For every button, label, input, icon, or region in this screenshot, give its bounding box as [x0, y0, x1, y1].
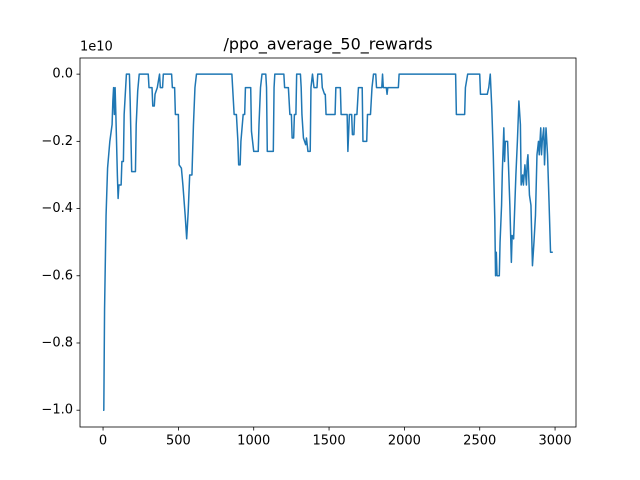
- x-tick-label: 3000: [539, 434, 572, 449]
- y-tick-label: −0.2: [41, 134, 73, 149]
- x-tick-label: 0: [99, 434, 107, 449]
- x-tick-label: 1000: [237, 434, 270, 449]
- plot-frame: [79, 57, 577, 428]
- y-tick-label: −0.6: [41, 268, 73, 283]
- line: [103, 73, 553, 411]
- x-tick-label: 1500: [313, 434, 346, 449]
- x-tick-label: 2500: [463, 434, 496, 449]
- y-tick-label: −0.4: [41, 201, 73, 216]
- y-tick-label: 0.0: [52, 67, 73, 82]
- y-tick-label: −0.8: [41, 335, 73, 350]
- y-tick-label: −1.0: [41, 403, 73, 418]
- x-tick-label: 2000: [388, 434, 421, 449]
- chart-title: /ppo_average_50_rewards: [223, 35, 432, 55]
- x-tick-label: 500: [166, 434, 191, 449]
- offset-label: 1e10: [80, 40, 113, 55]
